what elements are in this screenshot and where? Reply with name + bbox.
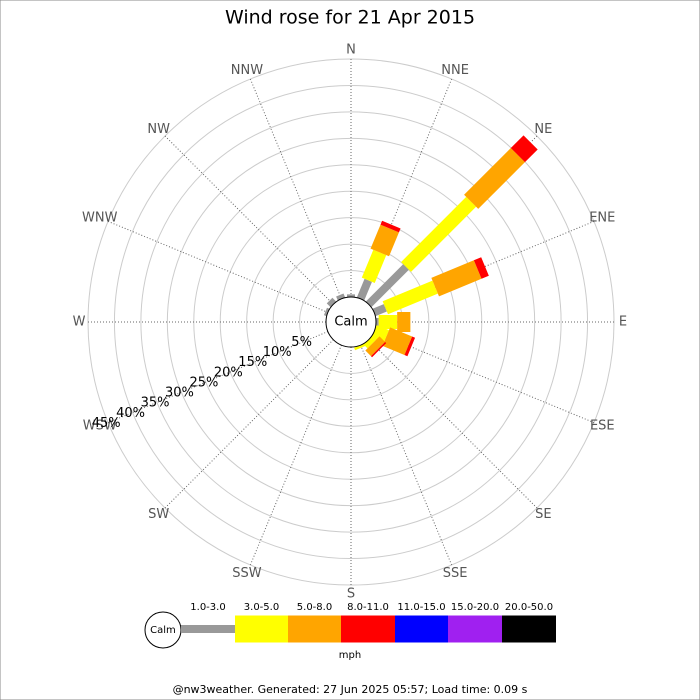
direction-label: SW [148, 507, 169, 522]
direction-label: E [619, 315, 627, 330]
direction-label: WSW [83, 419, 117, 434]
legend-label: 1.0-3.0 [190, 602, 225, 613]
spoke [249, 344, 342, 566]
bar-segment [370, 341, 387, 358]
bar-segment [347, 294, 355, 297]
ring [166, 137, 536, 507]
direction-label: SSE [443, 566, 468, 581]
calm-label: Calm [334, 315, 367, 330]
bar-segment [380, 220, 401, 233]
direction-label: NE [534, 122, 552, 137]
bar-segment [365, 336, 386, 357]
direction-label: SE [535, 507, 551, 522]
legend-swatch [395, 615, 448, 643]
legend-swatch [181, 625, 235, 633]
direction-label: ENE [589, 210, 615, 225]
legend-swatch [235, 615, 288, 643]
bar-segment [336, 293, 346, 301]
direction-label: SSW [232, 566, 262, 581]
legend-swatch [288, 615, 341, 643]
direction-label: ESE [590, 419, 615, 434]
bar-segment [431, 260, 482, 297]
spoke [368, 339, 538, 509]
legend-label: 11.0-15.0 [397, 602, 445, 613]
legend-unit: mph [339, 650, 361, 661]
ring [272, 243, 430, 401]
direction-label: S [347, 587, 355, 602]
bar-segment [365, 264, 409, 308]
bar-segment [401, 196, 477, 272]
spoke [249, 78, 342, 300]
direction-label: NNE [441, 63, 469, 78]
calm-circle [325, 296, 377, 348]
spoke [164, 135, 334, 305]
direction-label: WNW [82, 210, 118, 225]
bar-segment [372, 304, 387, 317]
direction-label: NNW [231, 63, 263, 78]
bar-segment [376, 318, 379, 326]
bar-segment [382, 280, 438, 315]
tick-label: 45% [92, 416, 121, 431]
ring [246, 217, 456, 427]
spoke [360, 344, 453, 566]
tick-label: 35% [141, 396, 170, 411]
tick-label: 15% [238, 355, 267, 370]
ring [113, 84, 589, 560]
legend-swatch [448, 615, 502, 643]
legend-swatch [341, 615, 395, 643]
bar-segment [323, 307, 330, 317]
spoke [107, 220, 329, 313]
tick-label: 10% [263, 345, 292, 360]
direction-label: N [346, 43, 356, 58]
bar-segment [382, 327, 413, 355]
tick-label: 40% [116, 406, 145, 421]
bar-segment [354, 342, 369, 351]
bar-segment [464, 148, 525, 209]
chart-title: Wind rose for 21 Apr 2015 [225, 7, 475, 29]
direction-label: NW [147, 122, 170, 137]
legend-label: 15.0-20.0 [451, 602, 499, 613]
legend-label: 5.0-8.0 [297, 602, 332, 613]
tick-label: 5% [291, 335, 312, 350]
legend-label: 3.0-5.0 [244, 602, 279, 613]
bar-segment [473, 257, 489, 279]
bar-segment [356, 278, 372, 301]
footer: @nw3weather. Generated: 27 Jun 2025 05:5… [173, 683, 528, 696]
ring [140, 111, 562, 533]
tick-label: 20% [214, 365, 243, 380]
direction-label: W [73, 315, 86, 330]
legend-label: 8.0-11.0 [347, 602, 389, 613]
tick-label: 30% [165, 386, 194, 401]
bar-segment [370, 224, 399, 257]
legend-label: 20.0-50.0 [505, 602, 553, 613]
bar-segment [361, 249, 387, 284]
spoke [107, 331, 329, 424]
tick-label: 25% [189, 375, 218, 390]
legend-calm-label: Calm [150, 625, 176, 636]
bar-segment [397, 312, 411, 332]
bar-segment [510, 135, 538, 163]
bar-segment [326, 297, 337, 308]
bar-segment [378, 315, 398, 329]
legend-swatch [502, 615, 556, 643]
bar-segment [404, 336, 416, 357]
spoke [164, 339, 334, 509]
